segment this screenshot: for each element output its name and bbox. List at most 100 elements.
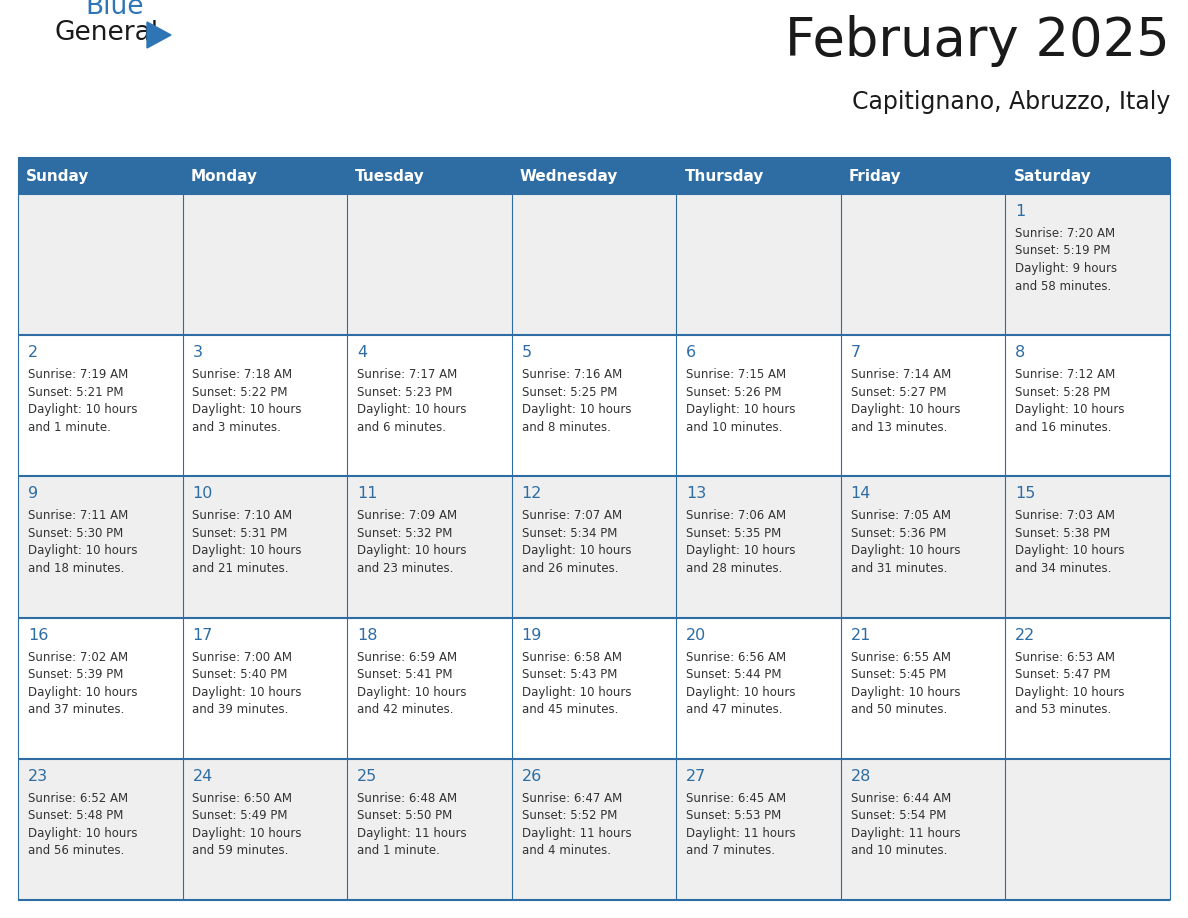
Bar	[18, 335, 1170, 476]
Bar	[18, 158, 183, 194]
Text: 26: 26	[522, 768, 542, 784]
Text: Daylight: 11 hours: Daylight: 11 hours	[358, 827, 467, 840]
Text: Daylight: 10 hours: Daylight: 10 hours	[27, 827, 138, 840]
Text: Sunrise: 7:00 AM: Sunrise: 7:00 AM	[192, 651, 292, 664]
Text: 8: 8	[1016, 345, 1025, 360]
Text: Sunset: 5:31 PM: Sunset: 5:31 PM	[192, 527, 287, 540]
Text: Wednesday: Wednesday	[520, 169, 618, 184]
Text: Monday: Monday	[191, 169, 258, 184]
Text: and 58 minutes.: and 58 minutes.	[1016, 279, 1112, 293]
Text: Sunset: 5:44 PM: Sunset: 5:44 PM	[687, 668, 782, 681]
Text: and 37 minutes.: and 37 minutes.	[27, 703, 125, 716]
Text: Sunrise: 6:59 AM: Sunrise: 6:59 AM	[358, 651, 457, 664]
Text: Sunrise: 6:55 AM: Sunrise: 6:55 AM	[851, 651, 950, 664]
Text: Daylight: 10 hours: Daylight: 10 hours	[522, 403, 631, 416]
Text: Sunrise: 6:44 AM: Sunrise: 6:44 AM	[851, 792, 950, 805]
Text: Sunset: 5:25 PM: Sunset: 5:25 PM	[522, 386, 617, 398]
Polygon shape	[147, 22, 171, 48]
Text: and 31 minutes.: and 31 minutes.	[851, 562, 947, 575]
Text: and 16 minutes.: and 16 minutes.	[1016, 420, 1112, 433]
Bar	[18, 194, 1170, 335]
Text: Daylight: 10 hours: Daylight: 10 hours	[192, 544, 302, 557]
Text: and 56 minutes.: and 56 minutes.	[27, 845, 125, 857]
Text: Sunrise: 6:58 AM: Sunrise: 6:58 AM	[522, 651, 621, 664]
Text: Sunset: 5:48 PM: Sunset: 5:48 PM	[27, 810, 124, 823]
Text: Sunset: 5:52 PM: Sunset: 5:52 PM	[522, 810, 617, 823]
Text: Sunset: 5:39 PM: Sunset: 5:39 PM	[27, 668, 124, 681]
Text: Sunset: 5:30 PM: Sunset: 5:30 PM	[27, 527, 124, 540]
Text: 24: 24	[192, 768, 213, 784]
Text: Sunrise: 7:09 AM: Sunrise: 7:09 AM	[358, 509, 457, 522]
Text: Tuesday: Tuesday	[355, 169, 425, 184]
Text: and 39 minutes.: and 39 minutes.	[192, 703, 289, 716]
Text: Daylight: 10 hours: Daylight: 10 hours	[358, 403, 467, 416]
Text: and 18 minutes.: and 18 minutes.	[27, 562, 125, 575]
Text: Daylight: 10 hours: Daylight: 10 hours	[522, 686, 631, 699]
Text: Daylight: 11 hours: Daylight: 11 hours	[851, 827, 960, 840]
Text: Daylight: 10 hours: Daylight: 10 hours	[358, 686, 467, 699]
Text: and 3 minutes.: and 3 minutes.	[192, 420, 282, 433]
Text: 10: 10	[192, 487, 213, 501]
Text: Sunrise: 7:15 AM: Sunrise: 7:15 AM	[687, 368, 786, 381]
Text: Sunrise: 7:11 AM: Sunrise: 7:11 AM	[27, 509, 128, 522]
Text: Sunset: 5:22 PM: Sunset: 5:22 PM	[192, 386, 287, 398]
Text: Sunset: 5:34 PM: Sunset: 5:34 PM	[522, 527, 617, 540]
Text: Sunrise: 7:17 AM: Sunrise: 7:17 AM	[358, 368, 457, 381]
Text: and 4 minutes.: and 4 minutes.	[522, 845, 611, 857]
Text: Daylight: 10 hours: Daylight: 10 hours	[1016, 544, 1125, 557]
Bar	[18, 618, 1170, 759]
Text: Sunrise: 7:18 AM: Sunrise: 7:18 AM	[192, 368, 292, 381]
Text: Sunset: 5:19 PM: Sunset: 5:19 PM	[1016, 244, 1111, 258]
Text: 1: 1	[1016, 204, 1025, 219]
Text: Sunset: 5:54 PM: Sunset: 5:54 PM	[851, 810, 946, 823]
Text: 14: 14	[851, 487, 871, 501]
Text: 13: 13	[687, 487, 707, 501]
Text: Sunset: 5:41 PM: Sunset: 5:41 PM	[358, 668, 453, 681]
Bar	[347, 158, 512, 194]
Text: Sunrise: 6:50 AM: Sunrise: 6:50 AM	[192, 792, 292, 805]
Text: and 23 minutes.: and 23 minutes.	[358, 562, 454, 575]
Text: Sunrise: 7:19 AM: Sunrise: 7:19 AM	[27, 368, 128, 381]
Bar	[183, 158, 347, 194]
Text: and 8 minutes.: and 8 minutes.	[522, 420, 611, 433]
Text: Sunrise: 6:45 AM: Sunrise: 6:45 AM	[687, 792, 786, 805]
Text: 28: 28	[851, 768, 871, 784]
Text: Sunset: 5:23 PM: Sunset: 5:23 PM	[358, 386, 453, 398]
Text: Sunrise: 7:10 AM: Sunrise: 7:10 AM	[192, 509, 292, 522]
Text: and 21 minutes.: and 21 minutes.	[192, 562, 289, 575]
Text: Sunset: 5:35 PM: Sunset: 5:35 PM	[687, 527, 782, 540]
Text: Sunrise: 7:02 AM: Sunrise: 7:02 AM	[27, 651, 128, 664]
Text: 5: 5	[522, 345, 532, 360]
Text: Daylight: 10 hours: Daylight: 10 hours	[27, 686, 138, 699]
Text: Daylight: 11 hours: Daylight: 11 hours	[687, 827, 796, 840]
Bar	[1005, 158, 1170, 194]
Bar	[18, 759, 1170, 900]
Text: Friday: Friday	[849, 169, 902, 184]
Text: Sunrise: 6:47 AM: Sunrise: 6:47 AM	[522, 792, 621, 805]
Text: 15: 15	[1016, 487, 1036, 501]
Text: 4: 4	[358, 345, 367, 360]
Text: and 50 minutes.: and 50 minutes.	[851, 703, 947, 716]
Bar	[512, 158, 676, 194]
Text: and 45 minutes.: and 45 minutes.	[522, 703, 618, 716]
Text: Sunrise: 6:52 AM: Sunrise: 6:52 AM	[27, 792, 128, 805]
Text: and 13 minutes.: and 13 minutes.	[851, 420, 947, 433]
Text: Daylight: 10 hours: Daylight: 10 hours	[687, 544, 796, 557]
Text: Sunset: 5:32 PM: Sunset: 5:32 PM	[358, 527, 453, 540]
Text: Daylight: 10 hours: Daylight: 10 hours	[851, 544, 960, 557]
Text: General: General	[55, 20, 159, 46]
Text: and 6 minutes.: and 6 minutes.	[358, 420, 446, 433]
Text: Sunset: 5:26 PM: Sunset: 5:26 PM	[687, 386, 782, 398]
Text: and 10 minutes.: and 10 minutes.	[687, 420, 783, 433]
Text: Sunset: 5:50 PM: Sunset: 5:50 PM	[358, 810, 453, 823]
Text: Sunrise: 7:06 AM: Sunrise: 7:06 AM	[687, 509, 786, 522]
Text: and 1 minute.: and 1 minute.	[358, 845, 440, 857]
Bar	[676, 158, 841, 194]
Text: Daylight: 10 hours: Daylight: 10 hours	[27, 403, 138, 416]
Text: Sunset: 5:45 PM: Sunset: 5:45 PM	[851, 668, 946, 681]
Text: 19: 19	[522, 628, 542, 643]
Text: Sunrise: 7:20 AM: Sunrise: 7:20 AM	[1016, 227, 1116, 240]
Text: Thursday: Thursday	[684, 169, 764, 184]
Text: Sunset: 5:49 PM: Sunset: 5:49 PM	[192, 810, 287, 823]
Text: Daylight: 10 hours: Daylight: 10 hours	[687, 686, 796, 699]
